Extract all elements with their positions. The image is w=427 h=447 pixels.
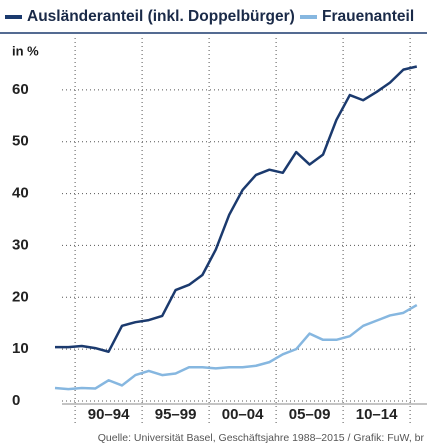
source: Quelle: Universität Basel, Geschäftsjahr… [98, 432, 425, 444]
series-line [54, 303, 418, 391]
x-group-label: 95–99 [155, 406, 197, 423]
y-tick-label: 50 [12, 133, 29, 150]
y-unit-label: in % [12, 43, 39, 58]
x-group-label: 10–14 [356, 406, 398, 423]
legend-label: Frauenanteil [322, 8, 414, 25]
x-group-label: 05–09 [289, 406, 331, 423]
legend-label: Ausländeranteil (inkl. Doppelbürger) [27, 8, 295, 25]
y-tick-label: 30 [12, 236, 29, 253]
series-line [55, 65, 418, 353]
y-tick-label: 10 [12, 340, 29, 357]
y-tick-label: 40 [12, 185, 29, 202]
y-tick-label: 20 [12, 288, 29, 305]
x-group-label: 90–94 [88, 406, 130, 423]
y-tick-label: 60 [12, 81, 29, 98]
y-tick-label: 0 [12, 392, 20, 409]
x-group-label: 00–04 [222, 406, 264, 423]
